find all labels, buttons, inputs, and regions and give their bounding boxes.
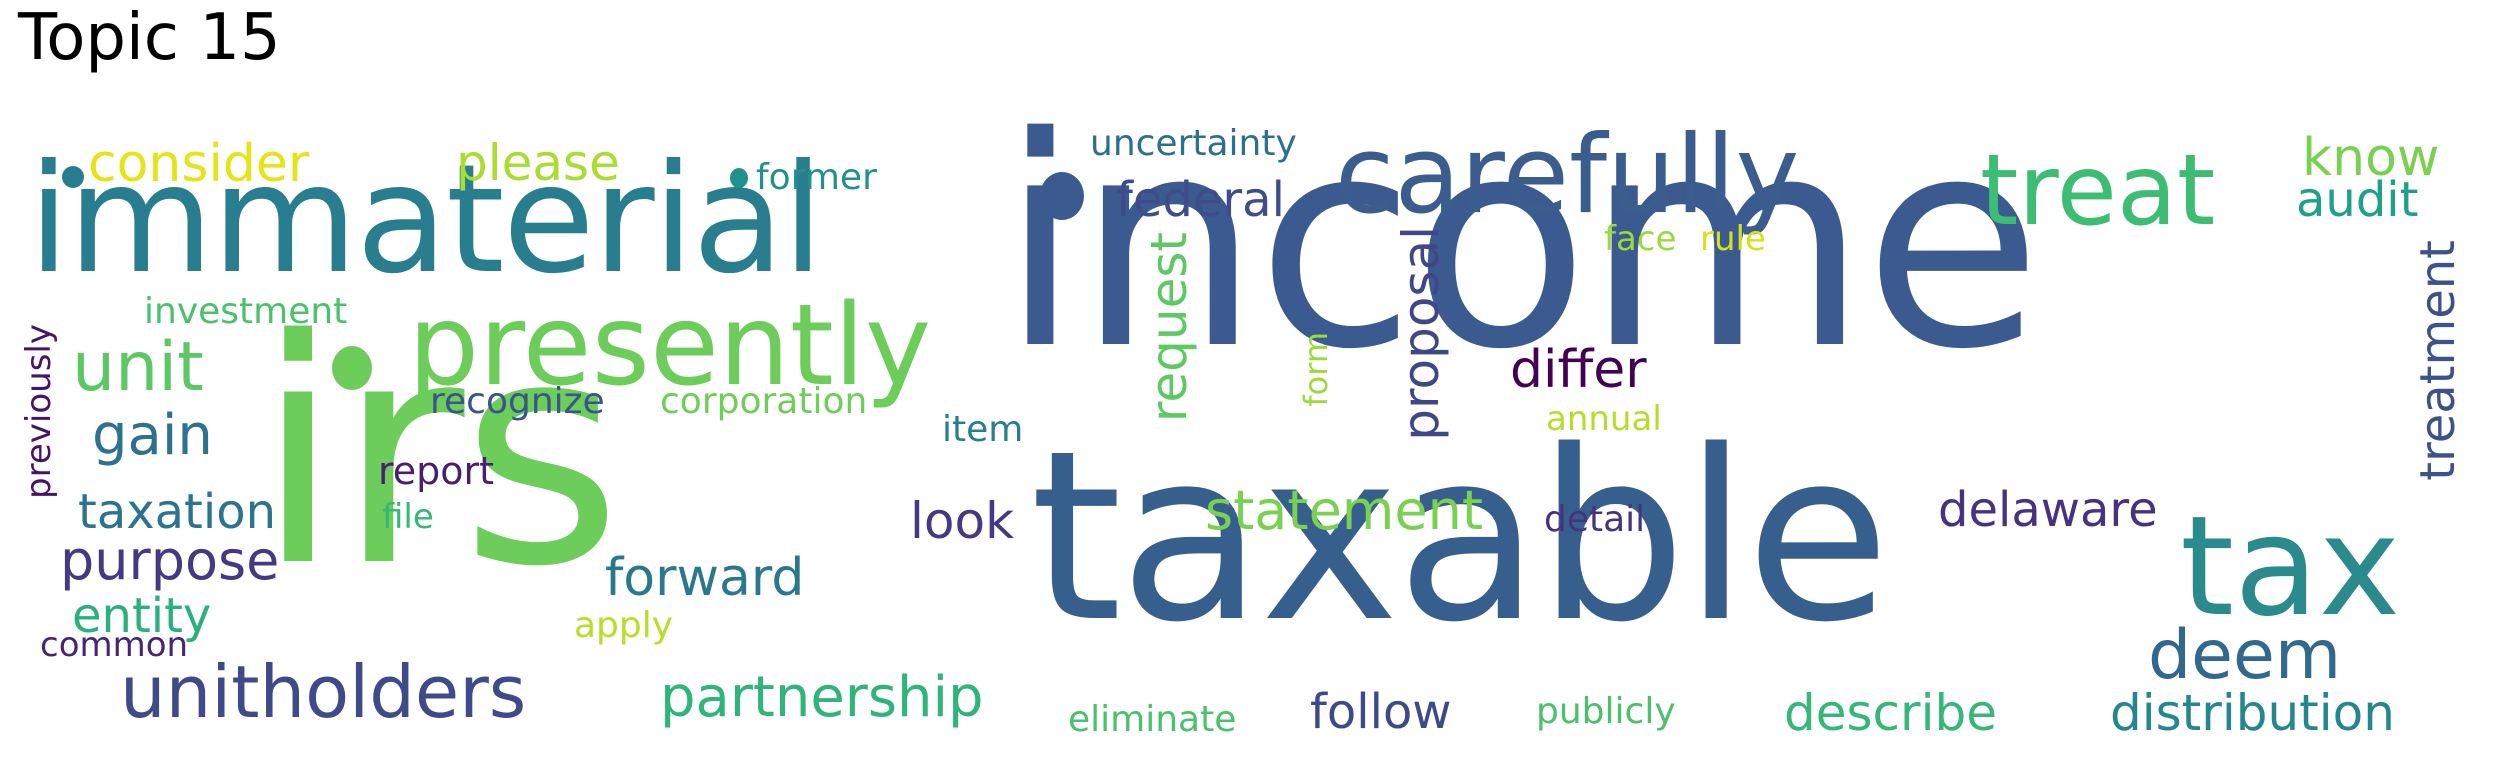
word-immaterial: immaterial — [28, 133, 824, 307]
word-income: income — [1000, 76, 2042, 413]
word-form: annual — [1546, 399, 1662, 439]
word-tax: tax — [2180, 486, 2401, 647]
word-annual: form — [1297, 332, 1335, 407]
word-differ: differ — [1510, 340, 1647, 400]
word-statement: statement — [1205, 479, 1484, 542]
word-partnership: partnership — [660, 665, 984, 730]
word-uncertainty: uncertainty — [1090, 123, 1297, 164]
word-follow: follow — [1310, 684, 1452, 740]
dot-mark — [332, 346, 372, 390]
dot-mark — [1040, 172, 1084, 220]
word-former: former — [756, 157, 877, 198]
word-deem: deem — [2148, 616, 2342, 695]
word-apply: apply — [574, 605, 674, 646]
word-detail: detail — [1544, 499, 1646, 540]
word-forward: forward — [605, 548, 805, 608]
word-please: please — [456, 134, 620, 192]
word-investment: investment — [144, 291, 348, 332]
page-title: Topic 15 — [18, 1, 281, 75]
word-proposal: proposal — [1392, 226, 1450, 441]
word-delaware: delaware — [1938, 482, 2158, 538]
word-rule: rule — [1700, 219, 1766, 259]
word-look: look — [910, 492, 1015, 550]
word-describe: describe — [1784, 684, 1997, 742]
word-purpose: purpose — [60, 529, 280, 592]
word-treatment: treatment — [2410, 240, 2466, 481]
word-irs: irs — [255, 274, 622, 635]
word-face: face — [1604, 219, 1677, 259]
word-presently: presently — [408, 281, 932, 411]
word-taxable: taxable — [1030, 401, 1890, 674]
word-audit: audit — [2296, 172, 2419, 228]
word-eliminate: eliminate — [1068, 699, 1237, 740]
dot-mark — [730, 168, 748, 188]
word-publicly: publicly — [1536, 691, 1676, 732]
word-federal: federal — [1116, 172, 1285, 228]
word-item: item — [942, 409, 1024, 450]
word-common: common — [40, 625, 189, 665]
word-gain: gain — [92, 403, 213, 468]
word-taxation: taxation — [78, 484, 276, 540]
word-treat: treat — [1980, 134, 2216, 248]
word-know: know — [2302, 128, 2440, 188]
word-report: report — [378, 449, 495, 493]
word-previously: previously — [19, 324, 59, 499]
word-carefully: carefully — [1335, 113, 1800, 238]
word-entity: entity — [72, 588, 212, 644]
word-corporation: corporation — [660, 381, 868, 422]
dot-mark — [62, 166, 84, 188]
word-consider: consider — [88, 134, 310, 194]
word-unitholders: unitholders — [120, 650, 527, 734]
word-recognize: recognize — [430, 381, 605, 422]
word-distribution: distribution — [2110, 684, 2395, 742]
word-file: file — [382, 497, 434, 537]
word-unit: unit — [72, 328, 204, 407]
word-request: request — [1140, 232, 1198, 423]
